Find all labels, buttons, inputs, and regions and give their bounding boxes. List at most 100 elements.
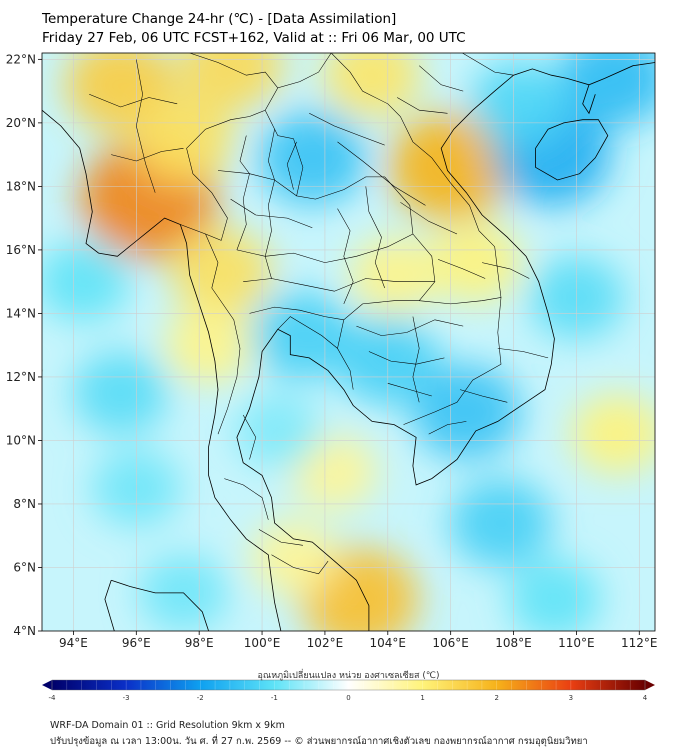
- anomaly-s-chinasea-warm: [571, 394, 655, 475]
- border-line: [111, 148, 184, 162]
- anomaly-s-peninsula-warm: [250, 520, 337, 596]
- border-line: [189, 53, 279, 89]
- coastline: [104, 580, 115, 631]
- anomaly-ne-sea-cold: [558, 53, 655, 127]
- border-line: [387, 383, 432, 397]
- border-line: [242, 414, 257, 460]
- footer-model-info: WRF-DA Domain 01 :: Grid Resolution 9km …: [50, 720, 285, 731]
- lon-tick-label: 106°E: [432, 636, 469, 650]
- colorbar-tick-label: 3: [569, 694, 573, 700]
- border-line: [271, 554, 329, 575]
- anomaly-gulf-thai-warm: [291, 435, 378, 510]
- border-line: [400, 202, 458, 235]
- temperature-change-map: 22°N 20°N 18°N 16°N 14°N 12°N 10°N 8°N 6°N 4°N 94…: [6, 52, 658, 700]
- border-line: [217, 170, 297, 197]
- border-line: [337, 141, 426, 206]
- chart-title: Temperature Change 24-hr (℃) - [Data Ass…: [42, 11, 397, 27]
- colorbar: -4 -3 -2 -1 0 1 2 3 4: [42, 679, 655, 700]
- border-line: [482, 262, 530, 279]
- border-line: [337, 208, 354, 305]
- anomaly-cambodia-s-cold: [412, 364, 521, 459]
- border-line: [309, 113, 385, 146]
- border-line: [249, 306, 344, 321]
- lat-tick-label: 8°N: [13, 497, 36, 511]
- border-line: [412, 316, 420, 403]
- border-line: [264, 53, 332, 111]
- gridlines: [42, 53, 655, 631]
- border-line: [258, 529, 303, 546]
- lat-tick-label: 4°N: [13, 624, 36, 638]
- anomaly-myanmar-warm2: [132, 94, 235, 183]
- lon-tick-label: 100°E: [244, 636, 281, 650]
- anomaly-andaman-cold: [72, 351, 169, 435]
- anomaly-gulf-tonkin-cold: [470, 61, 570, 147]
- latitude-labels: 22°N 20°N 18°N 16°N 14°N 12°N 10°N 8°N 6°N 4°N: [6, 52, 42, 638]
- plot-area: [42, 53, 655, 631]
- anomaly-s-sea-cold2: [508, 559, 601, 631]
- colorbar-tick-label: -3: [123, 694, 130, 700]
- colorbar-tick-label: 4: [643, 694, 648, 700]
- lat-tick-label: 6°N: [13, 560, 36, 574]
- border-line: [368, 351, 445, 365]
- border-line: [331, 53, 514, 76]
- border-line: [136, 59, 156, 193]
- coastline: [582, 84, 596, 115]
- anomaly-laos-center-warm: [349, 236, 439, 314]
- colorbar-tick-label: 1: [420, 694, 424, 700]
- lon-tick-label: 94°E: [59, 636, 88, 650]
- lon-tick-label: 110°E: [558, 636, 595, 650]
- coastline: [42, 109, 282, 631]
- border-line: [89, 94, 178, 108]
- lon-tick-label: 98°E: [185, 636, 214, 650]
- border-line: [438, 259, 486, 279]
- border-line: [397, 97, 448, 114]
- lat-tick-label: 10°N: [6, 433, 36, 447]
- anomaly-w-thai-warm2: [164, 306, 254, 384]
- anomaly-laos-n-cold: [258, 110, 367, 205]
- coastline: [236, 62, 655, 631]
- lon-tick-label: 112°E: [621, 636, 658, 650]
- lat-tick-label: 16°N: [6, 243, 36, 257]
- colorbar-max-arrow: [645, 680, 655, 690]
- admin-borders: [89, 53, 549, 575]
- border-line: [286, 141, 297, 190]
- border-line: [277, 316, 338, 349]
- border-line: [230, 198, 313, 228]
- border-line: [497, 348, 549, 359]
- longitude-labels: 94°E 96°E 98°E 100°E 102°E 104°E 106°E 108°E 110…: [59, 631, 658, 650]
- lon-tick-label: 96°E: [122, 636, 151, 650]
- colorbar-tick-label: 2: [495, 694, 499, 700]
- border-line: [236, 135, 250, 250]
- border-line: [331, 53, 502, 298]
- lon-tick-label: 102°E: [307, 636, 344, 650]
- anomaly-nw-warm: [322, 53, 422, 119]
- anomaly-field: [42, 53, 655, 631]
- coastline: [535, 119, 609, 181]
- border-line: [365, 186, 385, 289]
- border-line: [180, 109, 266, 241]
- colorbar-gradient: [52, 680, 645, 690]
- lat-tick-label: 20°N: [6, 116, 36, 130]
- border-line: [428, 421, 467, 435]
- anomaly-bay-bengal-cold: [42, 241, 129, 322]
- map-frame: [41, 52, 656, 632]
- border-line: [460, 389, 508, 403]
- colorbar-tick-label: -2: [197, 694, 204, 700]
- lon-tick-label: 108°E: [495, 636, 532, 650]
- anomaly-gulf-thai-cold: [234, 393, 321, 469]
- anomaly-s-sea-cold: [450, 478, 552, 568]
- colorbar-tick-label: 0: [346, 694, 350, 700]
- coastlines: [42, 62, 655, 631]
- colorbar-tick-label: -1: [271, 694, 278, 700]
- colorbar-label: อุณหภูมิเปลี่ยนแปลง หน่วย องศาเซลเซียส (…: [257, 671, 440, 681]
- lat-tick-label: 14°N: [6, 306, 36, 320]
- colorbar-border: [51, 679, 646, 691]
- border-line: [356, 319, 464, 336]
- coastline: [111, 579, 209, 631]
- border-line: [264, 110, 436, 301]
- footer-credit: ปรับปรุงข้อมูล ณ เวลา 13:00น. วัน ศ. ที่…: [50, 736, 588, 747]
- colorbar-tick-label: -4: [49, 694, 57, 700]
- lat-tick-label: 22°N: [6, 52, 36, 66]
- anomaly-c-vietnam-warm: [429, 222, 522, 303]
- colorbar-min-arrow: [42, 680, 52, 690]
